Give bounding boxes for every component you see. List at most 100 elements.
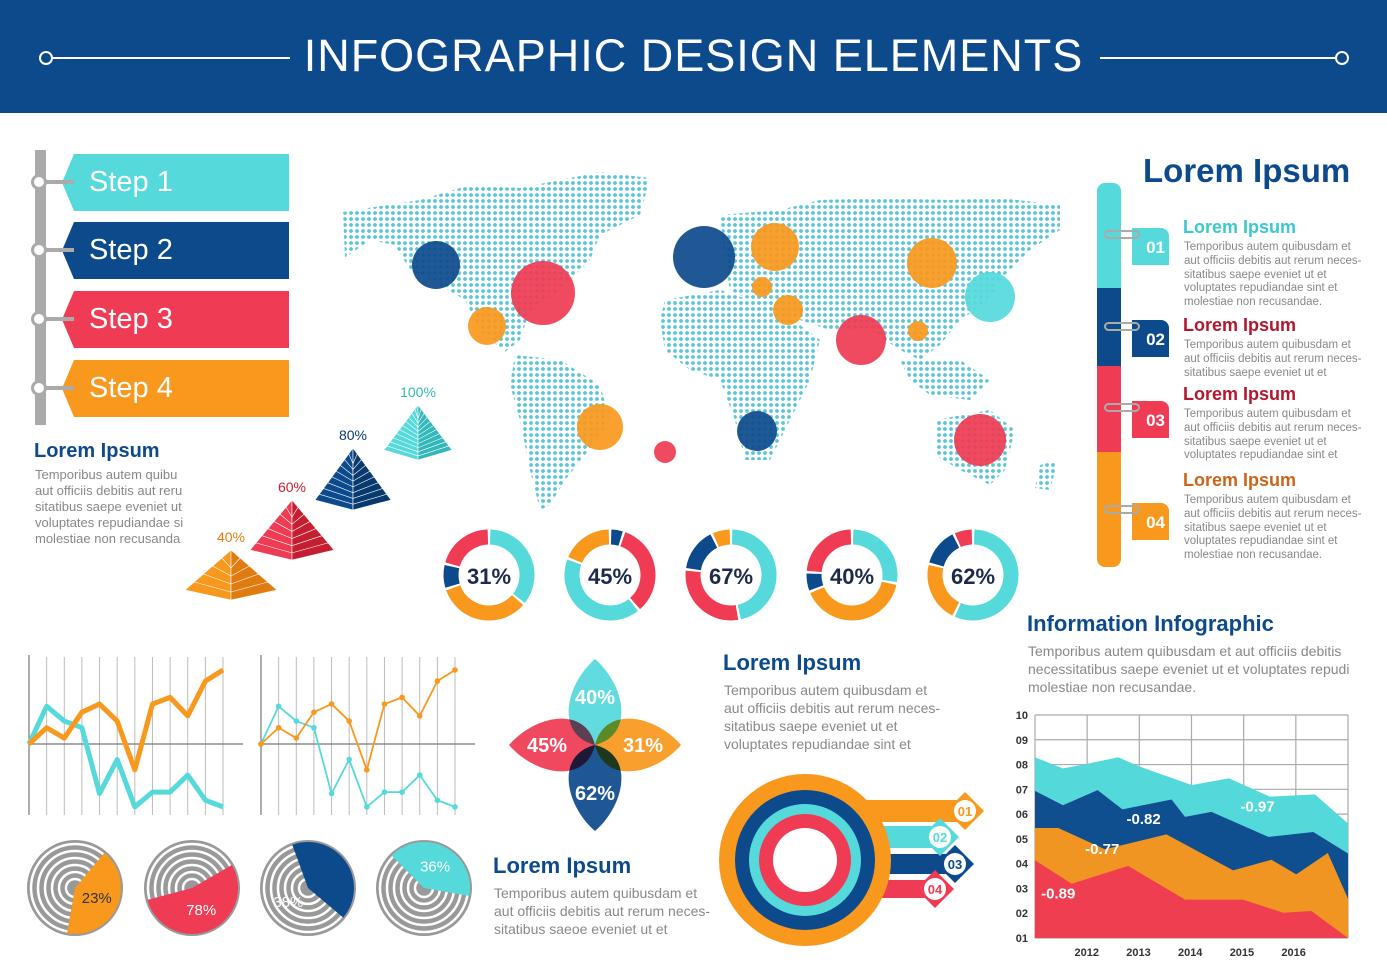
mid-heading: Lorem Ipsum (723, 650, 862, 675)
text-line: voluptates repudiandae sint et (1184, 535, 1338, 548)
text-line: aut officiis debitis aut rerum neces- (1184, 254, 1362, 267)
left-paragraph: Temporibus autem quibu aut officiis debit… (35, 467, 195, 547)
donut-label: 45% (588, 564, 632, 589)
map-new-zealand (1035, 460, 1058, 490)
x-tick-label: 2016 (1281, 947, 1305, 959)
donut-segment (564, 559, 638, 621)
text-line: sitatibus saepe eveniet ut (35, 499, 182, 514)
data-point (364, 804, 370, 810)
pie-slice (147, 865, 238, 934)
data-point (434, 678, 441, 684)
pyramid-label: 100% (400, 384, 436, 400)
pyramid-100%: 100% (383, 384, 453, 461)
text-line: Temporibus autem quibusdam et (1184, 408, 1351, 420)
radial-pie-2: 78% (144, 840, 240, 936)
text-line: molestiae non recusanda (35, 531, 181, 546)
x-tick-label: 2013 (1126, 947, 1150, 959)
radial-pie-4: 36% (376, 840, 472, 936)
text-line: sitatibus saepe eveniet ut et (1184, 521, 1327, 534)
y-tick-label: 10 (1016, 710, 1028, 722)
text-line: voluptates repudiandae sint et (1184, 282, 1338, 295)
pyramid-label: 80% (339, 427, 367, 443)
map-bubble (468, 307, 506, 345)
map-bubble (752, 277, 772, 297)
step-connector (44, 317, 74, 321)
y-tick-label: 01 (1016, 933, 1028, 945)
mid-paragraph: Temporibus autem quibusdam et aut officii… (724, 681, 940, 753)
data-point (275, 703, 282, 710)
donut-chart-4: 40% (806, 529, 898, 621)
timeline-heading: Lorem Ipsum (1183, 217, 1297, 237)
series-line (260, 705, 456, 808)
data-point (258, 741, 264, 747)
timeline-text: Temporibus autem quibusdam et aut officii… (1184, 408, 1374, 463)
pie-label: 36% (420, 859, 450, 876)
flower-petal (595, 718, 681, 772)
target-center (773, 828, 837, 892)
map-bubble (654, 441, 676, 463)
right-title: Lorem Ipsum (1143, 152, 1351, 189)
y-tick-label: 08 (1016, 760, 1028, 772)
timeline-heading: Lorem Ipsum (1183, 384, 1297, 404)
y-tick-label: 06 (1016, 809, 1028, 821)
text-line: Temporibus autem quibu (35, 467, 178, 482)
data-point (293, 718, 300, 724)
header-line-left (46, 57, 290, 59)
petal-label: 40% (575, 687, 615, 709)
donut-segment (446, 584, 524, 621)
donut-segment (445, 529, 489, 567)
pie-slice (292, 842, 354, 918)
donut-segment (927, 565, 960, 616)
x-tick-label: 2015 (1230, 947, 1254, 959)
steps-rail (35, 150, 46, 425)
text-line: aut officiis debitis aut rerum neces- (1184, 507, 1362, 520)
target-number: 04 (928, 882, 943, 897)
target-number: 01 (958, 804, 972, 819)
text-line: sitatibus saeoe eveniet ut et (494, 921, 668, 937)
timeline-heading: Lorem Ipsum (1183, 470, 1297, 490)
header-banner (0, 0, 1387, 113)
text-line: molestiae non recusandae. (1028, 679, 1197, 695)
donut-segment (443, 565, 460, 588)
donut-segment (568, 529, 610, 564)
text-line: Temporibus autem quibusdam et (724, 682, 928, 698)
pyramid-label: 60% (278, 479, 306, 495)
pie-slice (67, 852, 122, 934)
text-line: aut officiis debitis aut rerum neces- (724, 700, 941, 716)
timeline-text: Temporibus autem quibusdam et aut officii… (1184, 339, 1374, 380)
petal-label: 45% (527, 735, 567, 757)
target-badge (924, 878, 946, 900)
map-bubble (773, 295, 803, 325)
map-bubble (965, 272, 1015, 322)
text-line: Temporibus autem quibusdam et (1184, 494, 1351, 506)
pyramid-40%: 40% (184, 529, 278, 601)
text-line: aut officiis debitis aut rerum neces- (1184, 352, 1362, 365)
timeline-text: Temporibus autem quibusdam et aut officii… (1184, 241, 1374, 310)
donut-chart-2: 45% (564, 529, 656, 621)
header-dot-right (1335, 51, 1349, 65)
map-bubble (737, 411, 777, 451)
donut-segment (686, 534, 718, 571)
donut-segment (954, 529, 973, 548)
line-chart-2 (258, 655, 475, 815)
text-line: aut officiis debitis aut reru (35, 483, 183, 498)
area-series-fill (1035, 860, 1348, 938)
ring-clip-icon (1104, 230, 1140, 239)
area-label: -0.97 (1240, 799, 1274, 816)
map-bubble (412, 241, 460, 289)
donut-label: 67% (709, 564, 753, 589)
text-line: Temporibus autem quibusdam et (1184, 339, 1351, 351)
y-tick-label: 05 (1016, 834, 1028, 846)
step-label: Step 3 (89, 303, 173, 335)
step-label: Step 1 (89, 166, 173, 198)
step-connector (44, 180, 74, 184)
data-point (311, 709, 317, 715)
series-line (260, 669, 456, 771)
text-line: sitatibus saepe eveniet ut et (1184, 435, 1327, 448)
step-knob (31, 174, 47, 190)
left-heading: Lorem Ipsum (34, 440, 160, 462)
step-knob (31, 242, 47, 258)
area-label: -0.89 (1041, 885, 1075, 902)
map-south-america (510, 355, 610, 510)
y-tick-label: 09 (1016, 735, 1028, 747)
